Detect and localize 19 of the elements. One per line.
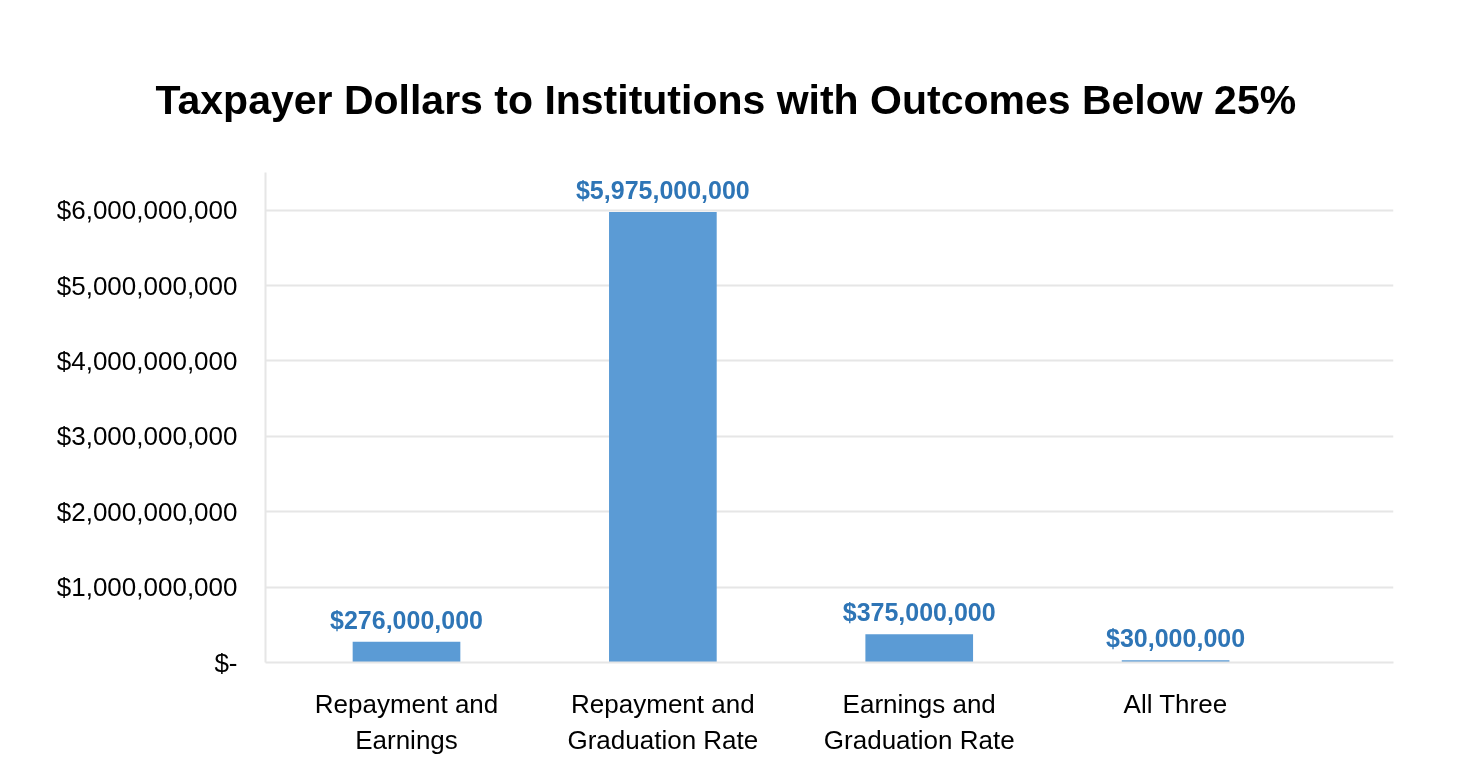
x-tick-label: Repayment and Graduation Rate bbox=[567, 688, 759, 755]
x-tick-label: Repayment and Earnings bbox=[314, 688, 499, 755]
y-tick-label: $4,000,000,000 bbox=[56, 345, 238, 376]
x-tick-label: All Three bbox=[1123, 688, 1228, 719]
y-tick-label: $1,000,000,000 bbox=[56, 572, 238, 603]
data-label: $276,000,000 bbox=[330, 605, 483, 634]
y-tick-label: $6,000,000,000 bbox=[56, 195, 238, 226]
data-label: $30,000,000 bbox=[1106, 624, 1246, 653]
data-label: $5,975,000,000 bbox=[575, 176, 750, 205]
chart-title: Taxpayer Dollars to Institutions with Outcomes Below 25% bbox=[155, 77, 1297, 123]
x-tick-label: Earnings and Graduation Rate bbox=[823, 688, 1015, 755]
y-tick-label: $2,000,000,000 bbox=[56, 496, 238, 527]
y-tick-label: $3,000,000,000 bbox=[56, 421, 238, 452]
data-label: $375,000,000 bbox=[842, 598, 996, 627]
bar bbox=[865, 634, 974, 663]
bar bbox=[352, 641, 461, 663]
y-tick-label: $5,000,000,000 bbox=[56, 270, 238, 301]
y-tick-label: $- bbox=[214, 647, 238, 678]
bar bbox=[609, 212, 717, 663]
